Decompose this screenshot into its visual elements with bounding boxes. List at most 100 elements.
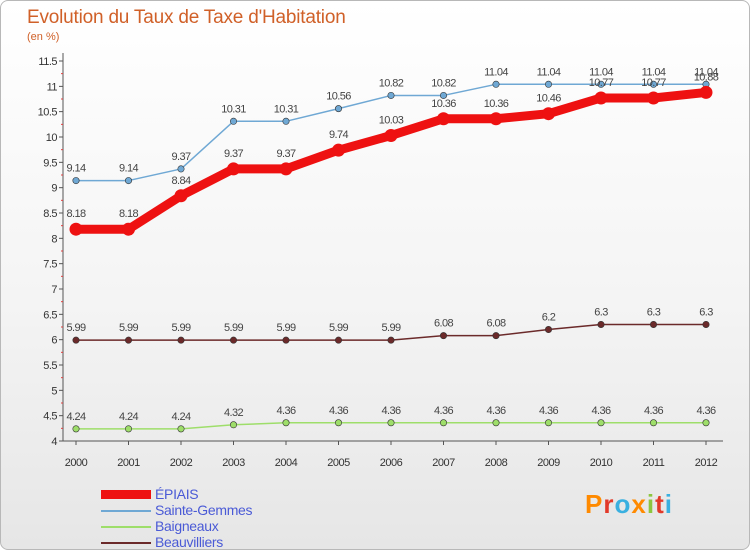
data-point-beauvilliers [230, 336, 238, 344]
data-point-beauvilliers [177, 336, 185, 344]
data-label-beauvilliers: 5.99 [171, 322, 190, 334]
brand-letter: i [646, 489, 656, 519]
data-label-beauvilliers: 5.99 [66, 322, 85, 334]
data-point-baigneaux [230, 421, 238, 429]
data-point-epiais [227, 162, 240, 176]
x-tick-label: 2002 [170, 457, 193, 469]
x-tick-label: 2005 [327, 457, 350, 469]
data-point-beauvilliers [282, 336, 290, 344]
y-tick-label: 7 [51, 284, 57, 296]
data-label-beauvilliers: 6.08 [486, 318, 505, 330]
data-point-beauvilliers [439, 332, 447, 340]
data-label-epiais: 9.37 [276, 148, 295, 160]
data-label-baigneaux: 4.36 [329, 405, 348, 417]
legend-item-sainte-gemmes: Sainte-Gemmes [101, 502, 341, 519]
data-point-sainte-gemmes [649, 80, 657, 88]
data-point-baigneaux [72, 425, 80, 433]
data-label-beauvilliers: 5.99 [329, 322, 348, 334]
data-point-beauvilliers [72, 336, 80, 344]
data-label-baigneaux: 4.36 [591, 405, 610, 417]
data-point-baigneaux [597, 419, 605, 427]
data-label-epiais: 10.36 [484, 98, 509, 110]
legend-label-baigneaux: Baigneaux [155, 518, 219, 534]
data-label-epiais: 10.46 [536, 93, 561, 105]
data-point-epiais [69, 222, 83, 236]
data-label-sainte-gemmes: 10.31 [221, 103, 246, 115]
data-point-beauvilliers [597, 320, 605, 328]
brand-letter: r [603, 489, 615, 519]
data-label-baigneaux: 4.36 [696, 405, 715, 417]
legend-swatch-beauvilliers [101, 542, 151, 544]
data-label-baigneaux: 4.24 [171, 411, 190, 423]
y-tick-label: 11 [47, 81, 58, 93]
data-label-sainte-gemmes: 9.37 [171, 151, 190, 163]
data-point-epiais [174, 189, 188, 203]
legend-swatch-epiais [101, 490, 151, 499]
brand-letter: i [664, 489, 673, 519]
data-point-baigneaux [334, 419, 342, 427]
data-point-baigneaux [492, 419, 500, 427]
data-label-sainte-gemmes: 10.82 [431, 77, 456, 89]
legend-label-sainte-gemmes: Sainte-Gemmes [155, 502, 253, 518]
x-tick-label: 2009 [537, 457, 560, 469]
data-point-beauvilliers [649, 320, 657, 328]
data-point-beauvilliers [702, 320, 710, 328]
proxiti-logo: Proxiti [585, 489, 673, 520]
data-point-sainte-gemmes [387, 91, 395, 99]
legend-label-beauvilliers: Beauvilliers [155, 534, 223, 550]
data-point-beauvilliers [544, 326, 552, 334]
data-label-sainte-gemmes: 9.14 [66, 163, 85, 175]
data-point-beauvilliers [125, 336, 133, 344]
data-point-epiais [647, 91, 660, 105]
data-label-beauvilliers: 6.3 [647, 306, 661, 318]
data-label-epiais: 9.74 [329, 129, 348, 141]
data-point-sainte-gemmes [334, 105, 342, 113]
data-label-sainte-gemmes: 11.04 [484, 66, 508, 78]
data-point-epiais [699, 85, 713, 99]
data-point-epiais [542, 107, 555, 121]
page-title: Evolution du Taux de Taxe d'Habitation [27, 7, 346, 28]
y-tick-label: 8.5 [43, 208, 57, 220]
y-tick-label: 5.5 [43, 360, 57, 372]
data-label-epiais: 10.77 [589, 77, 614, 89]
data-label-sainte-gemmes: 9.14 [119, 163, 138, 175]
data-label-epiais: 10.36 [431, 98, 456, 110]
data-label-sainte-gemmes: 11.04 [642, 66, 666, 78]
data-label-baigneaux: 4.36 [276, 405, 295, 417]
data-label-sainte-gemmes: 10.56 [326, 91, 351, 103]
data-label-baigneaux: 4.24 [119, 411, 138, 423]
data-label-baigneaux: 4.24 [66, 411, 85, 423]
x-tick-label: 2001 [117, 457, 140, 469]
y-tick-label: 10 [46, 132, 58, 144]
data-label-beauvilliers: 6.08 [434, 318, 453, 330]
data-point-epiais [437, 112, 450, 126]
data-point-epiais [489, 112, 503, 126]
data-point-baigneaux [125, 425, 133, 433]
data-point-sainte-gemmes [597, 80, 605, 88]
y-tick-label: 5 [51, 385, 57, 397]
data-point-sainte-gemmes [72, 177, 80, 185]
data-label-baigneaux: 4.36 [539, 405, 558, 417]
data-label-beauvilliers: 5.99 [381, 322, 400, 334]
x-tick-label: 2004 [275, 457, 298, 469]
data-label-beauvilliers: 6.3 [594, 306, 608, 318]
data-point-sainte-gemmes [439, 91, 447, 99]
data-label-beauvilliers: 6.3 [699, 306, 713, 318]
data-label-epiais: 8.84 [171, 175, 190, 187]
y-tick-label: 7.5 [43, 259, 57, 271]
data-point-beauvilliers [334, 336, 342, 344]
data-label-epiais: 10.77 [641, 77, 666, 89]
data-point-baigneaux [544, 419, 552, 427]
x-tick-label: 2008 [485, 457, 508, 469]
y-tick-label: 10.5 [38, 107, 58, 119]
data-label-epiais: 8.18 [119, 208, 138, 220]
data-label-epiais: 8.18 [66, 208, 85, 220]
data-label-sainte-gemmes: 10.31 [274, 103, 299, 115]
data-point-baigneaux [702, 419, 710, 427]
data-label-sainte-gemmes: 10.82 [379, 77, 404, 89]
data-label-epiais: 9.37 [224, 148, 243, 160]
legend-swatch-baigneaux [101, 526, 151, 528]
data-label-baigneaux: 4.32 [224, 407, 243, 419]
x-tick-label: 2012 [695, 457, 718, 469]
